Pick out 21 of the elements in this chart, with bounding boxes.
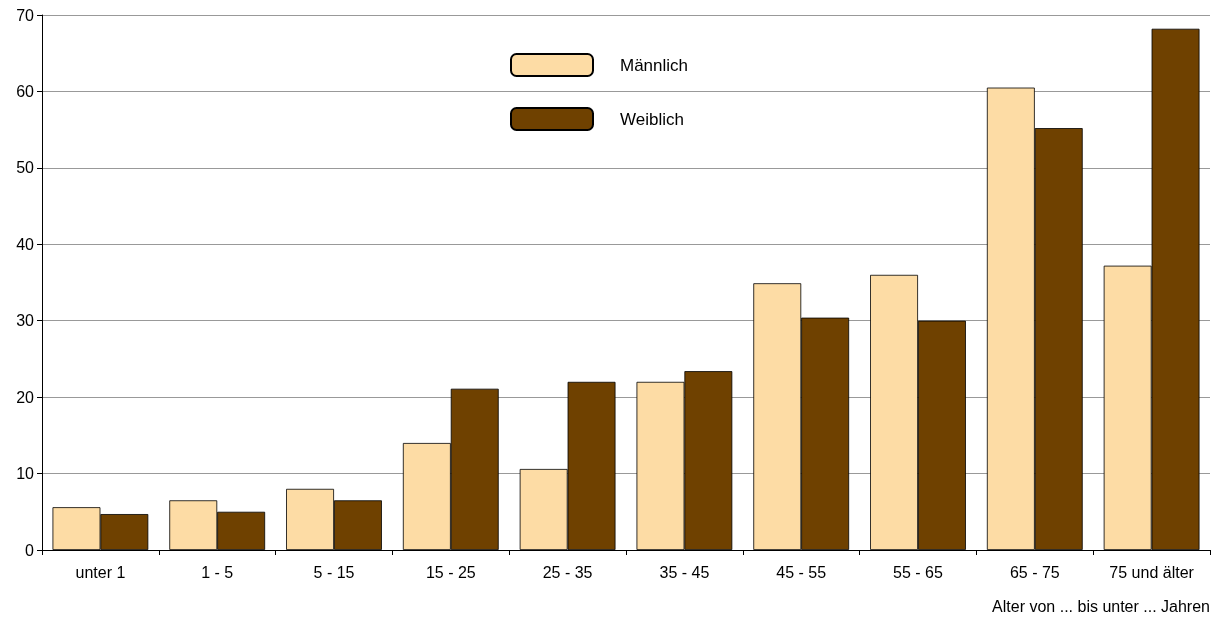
y-tick-label: 30	[16, 312, 35, 330]
x-tick-label: 55 - 65	[893, 563, 944, 581]
legend-label: Männlich	[620, 55, 689, 75]
y-tick-label: 0	[25, 541, 35, 559]
x-tick-label: 5 - 15	[313, 563, 355, 581]
x-tick-label: 15 - 25	[425, 563, 476, 581]
x-tick-label: 25 - 35	[542, 563, 593, 581]
x-tick-label: 75 und älter	[1109, 563, 1195, 581]
y-tick-label: 50	[16, 159, 35, 177]
y-tick-label: 60	[16, 82, 35, 100]
x-tick-label: 35 - 45	[659, 563, 710, 581]
x-tick-label: 45 - 55	[776, 563, 827, 581]
y-tick-label: 10	[16, 465, 35, 483]
x-tick-label: 1 - 5	[201, 563, 234, 581]
x-axis-title: Alter von ... bis unter ... Jahren	[992, 597, 1210, 615]
x-tick-label: 65 - 75	[1009, 563, 1060, 581]
y-tick-label: 20	[16, 388, 35, 406]
legend-label: Weiblich	[620, 109, 684, 129]
x-tick-label: unter 1	[75, 563, 126, 581]
y-tick-label: 40	[16, 235, 35, 253]
y-tick-label: 70	[16, 6, 35, 24]
